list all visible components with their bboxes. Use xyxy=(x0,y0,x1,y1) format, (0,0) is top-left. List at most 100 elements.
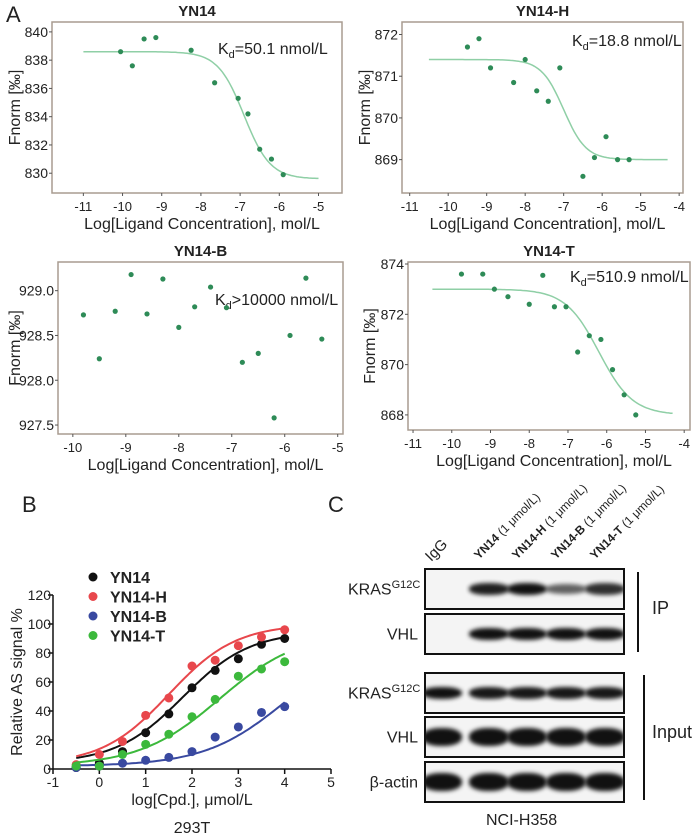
data-point xyxy=(480,271,486,277)
data-point xyxy=(176,324,182,330)
protein-band xyxy=(507,728,547,746)
x-tick-label: -8 xyxy=(195,199,207,214)
y-tick-label: 929.0 xyxy=(19,283,54,299)
data-point xyxy=(614,157,621,163)
x-tick-label: -7 xyxy=(558,199,570,214)
data-point xyxy=(591,154,598,161)
plot-frame xyxy=(51,21,343,194)
chart-title: YN14 xyxy=(178,3,216,20)
series-yn14-h xyxy=(71,625,290,770)
data-point xyxy=(141,739,151,749)
legend-marker xyxy=(88,592,98,601)
chart-title: YN14-T xyxy=(523,243,575,260)
blot-row-label: VHL xyxy=(348,727,418,747)
y-tick-label: 872 xyxy=(375,27,399,43)
y-tick-label: 0 xyxy=(43,761,51,777)
y-tick-label: 832 xyxy=(25,137,49,153)
legend-marker xyxy=(88,631,98,640)
data-point xyxy=(287,332,293,339)
y-tick-label: 871 xyxy=(375,68,399,84)
x-tick-label: -7 xyxy=(226,440,238,455)
x-axis-label: Log[Ligand Concentration], mol/L xyxy=(430,216,666,233)
legend-label: YN14 xyxy=(110,570,150,587)
kd-value: =50.1 nmol/L xyxy=(235,41,328,58)
data-point xyxy=(233,654,243,664)
data-point xyxy=(164,752,174,762)
series-yn14-b xyxy=(71,701,290,773)
protein-band xyxy=(507,583,547,595)
data-point xyxy=(458,271,465,277)
x-tick-label: -8 xyxy=(173,440,185,455)
protein-band xyxy=(546,773,586,791)
x-tick-label: -9 xyxy=(156,199,168,214)
protein-band xyxy=(426,773,462,791)
x-axis-label: Log[Ligand Concentration], mol/L xyxy=(436,453,672,470)
data-point xyxy=(117,49,124,55)
chart-caption: 293T xyxy=(174,820,211,837)
x-tick-label: -11 xyxy=(404,436,422,451)
data-point xyxy=(245,111,251,117)
data-point xyxy=(94,761,104,771)
data-point xyxy=(118,758,127,768)
x-axis-label: Log[Ligand Concentration], mol/L xyxy=(88,457,324,474)
blot-row xyxy=(424,761,625,803)
data-point xyxy=(633,412,639,418)
data-point xyxy=(545,98,551,104)
chart-title: YN14-H xyxy=(516,3,569,20)
kd-value: >10000 nmol/L xyxy=(232,292,338,309)
data-point xyxy=(210,732,220,742)
y-tick-label: 40 xyxy=(35,703,51,719)
data-point xyxy=(212,80,218,86)
blot-row xyxy=(424,672,625,714)
y-tick-label: 830 xyxy=(25,165,49,181)
data-point xyxy=(268,156,275,162)
y-tick-label: 120 xyxy=(28,587,52,603)
fit-curve xyxy=(432,288,673,415)
kd-k: K xyxy=(570,269,581,286)
data-point xyxy=(192,304,198,310)
mst-chart-yn14-b: YN14-B -10 -9 -8 -7 -6 -5 927.5 928.0 928.5 929.0 L… xyxy=(7,243,344,474)
panel-label-b: B xyxy=(22,492,37,517)
x-axis-label: log[Cpd.], μmol/L xyxy=(131,792,252,809)
x-tick-label: -6 xyxy=(596,199,608,214)
group-label-input: Input xyxy=(652,722,693,742)
x-tick-label: 1 xyxy=(142,774,150,790)
protein-band xyxy=(585,728,623,746)
x-tick-label: -6 xyxy=(279,440,291,455)
protein-band xyxy=(546,728,586,746)
protein-band xyxy=(469,583,509,595)
x-tick-label: -10 xyxy=(439,199,458,214)
plot-frame xyxy=(407,261,691,431)
x-tick-label: -6 xyxy=(274,199,286,214)
protein-band xyxy=(426,728,462,746)
group-label-ip: IP xyxy=(652,598,670,618)
y-tick-label: 80 xyxy=(35,645,51,661)
blot-row xyxy=(424,716,625,758)
kd-annotation: Kd=510.9 nmol/L xyxy=(570,269,689,289)
kd-sub: d xyxy=(581,277,587,289)
legend-label: YN14-H xyxy=(110,590,167,607)
protein-band xyxy=(585,687,623,699)
protein-band xyxy=(469,773,509,791)
data-point xyxy=(257,639,266,649)
x-tick-label: -5 xyxy=(313,199,325,214)
fit-curve xyxy=(76,636,285,759)
fit-curve xyxy=(75,627,285,758)
kd-k: K xyxy=(572,33,583,50)
x-tick-label: -11 xyxy=(74,199,92,214)
data-point xyxy=(210,665,220,675)
data-point xyxy=(257,707,266,717)
panel-label-a: A xyxy=(6,2,21,27)
data-point xyxy=(129,63,135,69)
blot-caption: NCI-H358 xyxy=(486,812,558,829)
blot-row xyxy=(424,613,625,655)
kd-k: K xyxy=(215,292,226,309)
x-tick-label: -5 xyxy=(640,436,652,451)
x-tick-label: -7 xyxy=(234,199,246,214)
y-tick-label: 834 xyxy=(25,109,49,125)
blot-row-label: VHL xyxy=(348,624,418,644)
data-point xyxy=(621,392,627,398)
y-tick-label: 870 xyxy=(375,110,399,126)
